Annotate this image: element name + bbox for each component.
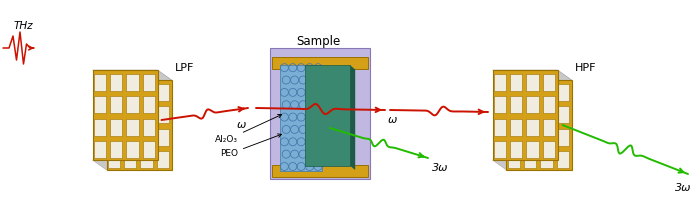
FancyBboxPatch shape xyxy=(270,48,370,178)
Text: Al₂O₃: Al₂O₃ xyxy=(215,114,281,145)
Polygon shape xyxy=(493,160,571,170)
FancyBboxPatch shape xyxy=(124,84,136,101)
FancyBboxPatch shape xyxy=(94,74,106,91)
FancyBboxPatch shape xyxy=(110,74,122,91)
FancyBboxPatch shape xyxy=(94,141,106,158)
FancyBboxPatch shape xyxy=(494,141,506,158)
FancyBboxPatch shape xyxy=(110,119,122,136)
FancyBboxPatch shape xyxy=(494,119,506,136)
FancyBboxPatch shape xyxy=(110,96,122,113)
FancyBboxPatch shape xyxy=(157,129,169,146)
FancyBboxPatch shape xyxy=(140,84,153,101)
FancyBboxPatch shape xyxy=(510,141,522,158)
FancyBboxPatch shape xyxy=(526,74,539,91)
Text: ω: ω xyxy=(388,115,398,125)
FancyBboxPatch shape xyxy=(542,119,555,136)
Polygon shape xyxy=(92,70,172,80)
Text: Sample: Sample xyxy=(296,35,340,48)
FancyBboxPatch shape xyxy=(542,96,555,113)
FancyBboxPatch shape xyxy=(124,151,136,168)
Text: LPF: LPF xyxy=(174,63,194,73)
FancyBboxPatch shape xyxy=(510,119,522,136)
FancyBboxPatch shape xyxy=(508,84,520,101)
FancyBboxPatch shape xyxy=(524,84,536,101)
FancyBboxPatch shape xyxy=(108,84,120,101)
FancyBboxPatch shape xyxy=(94,96,106,113)
FancyBboxPatch shape xyxy=(140,151,153,168)
FancyBboxPatch shape xyxy=(556,84,569,101)
FancyBboxPatch shape xyxy=(508,129,520,146)
FancyBboxPatch shape xyxy=(140,106,153,123)
FancyBboxPatch shape xyxy=(510,74,522,91)
FancyBboxPatch shape xyxy=(126,119,139,136)
Text: HPF: HPF xyxy=(575,63,596,73)
FancyBboxPatch shape xyxy=(510,96,522,113)
FancyBboxPatch shape xyxy=(157,106,169,123)
FancyBboxPatch shape xyxy=(493,70,557,160)
FancyBboxPatch shape xyxy=(124,106,136,123)
FancyBboxPatch shape xyxy=(126,74,139,91)
FancyBboxPatch shape xyxy=(526,96,539,113)
FancyBboxPatch shape xyxy=(305,66,350,165)
FancyBboxPatch shape xyxy=(556,106,569,123)
FancyBboxPatch shape xyxy=(108,129,120,146)
Polygon shape xyxy=(557,70,571,170)
FancyBboxPatch shape xyxy=(272,57,368,68)
FancyBboxPatch shape xyxy=(540,84,553,101)
FancyBboxPatch shape xyxy=(94,119,106,136)
FancyBboxPatch shape xyxy=(494,74,506,91)
FancyBboxPatch shape xyxy=(542,74,555,91)
Text: PEO: PEO xyxy=(220,134,281,158)
FancyBboxPatch shape xyxy=(556,129,569,146)
Polygon shape xyxy=(493,70,571,80)
FancyBboxPatch shape xyxy=(526,119,539,136)
FancyBboxPatch shape xyxy=(157,84,169,101)
FancyBboxPatch shape xyxy=(507,80,571,170)
FancyBboxPatch shape xyxy=(106,80,172,170)
FancyBboxPatch shape xyxy=(524,106,536,123)
FancyBboxPatch shape xyxy=(280,66,322,170)
Text: 3ω: 3ω xyxy=(432,163,449,173)
FancyBboxPatch shape xyxy=(540,129,553,146)
FancyBboxPatch shape xyxy=(540,151,553,168)
Text: ω: ω xyxy=(237,120,246,130)
Polygon shape xyxy=(350,66,355,169)
FancyBboxPatch shape xyxy=(542,141,555,158)
FancyBboxPatch shape xyxy=(508,151,520,168)
FancyBboxPatch shape xyxy=(524,129,536,146)
FancyBboxPatch shape xyxy=(126,141,139,158)
FancyBboxPatch shape xyxy=(556,151,569,168)
Polygon shape xyxy=(158,70,172,170)
FancyBboxPatch shape xyxy=(92,70,158,160)
FancyBboxPatch shape xyxy=(108,106,120,123)
FancyBboxPatch shape xyxy=(508,106,520,123)
FancyBboxPatch shape xyxy=(524,151,536,168)
Text: 3ω: 3ω xyxy=(675,183,692,193)
FancyBboxPatch shape xyxy=(143,141,155,158)
FancyBboxPatch shape xyxy=(272,165,368,176)
FancyBboxPatch shape xyxy=(126,96,139,113)
FancyBboxPatch shape xyxy=(143,74,155,91)
FancyBboxPatch shape xyxy=(110,141,122,158)
Polygon shape xyxy=(92,160,172,170)
FancyBboxPatch shape xyxy=(494,96,506,113)
FancyBboxPatch shape xyxy=(540,106,553,123)
FancyBboxPatch shape xyxy=(140,129,153,146)
FancyBboxPatch shape xyxy=(108,151,120,168)
FancyBboxPatch shape xyxy=(124,129,136,146)
FancyBboxPatch shape xyxy=(526,141,539,158)
FancyBboxPatch shape xyxy=(143,119,155,136)
Text: THz: THz xyxy=(14,21,34,31)
FancyBboxPatch shape xyxy=(157,151,169,168)
FancyBboxPatch shape xyxy=(143,96,155,113)
